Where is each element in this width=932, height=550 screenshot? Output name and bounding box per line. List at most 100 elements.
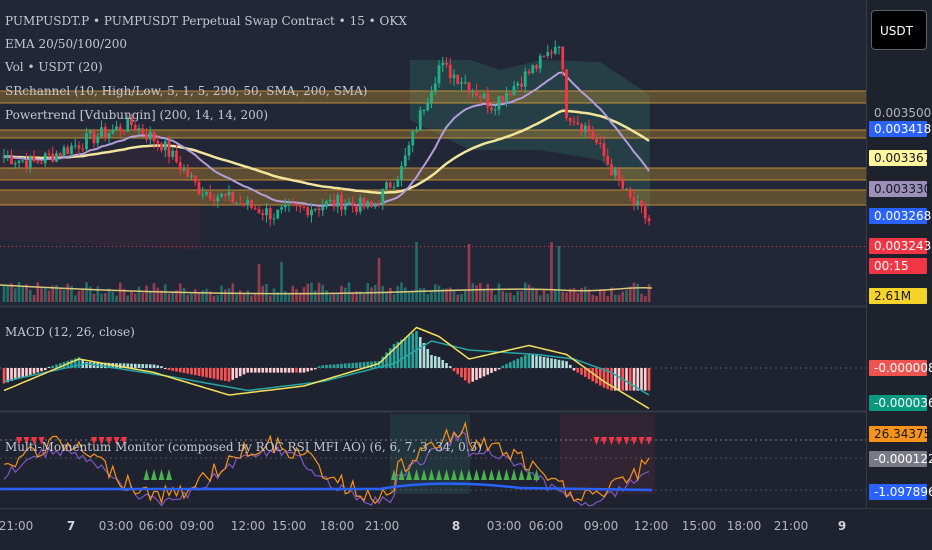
overbought-marker <box>121 437 127 445</box>
volume-bar <box>437 285 441 302</box>
volume-bar <box>501 291 505 302</box>
volume-bar <box>418 288 422 302</box>
volume-bar <box>238 290 242 302</box>
candle-body <box>238 202 242 204</box>
candle-body <box>190 175 193 177</box>
mmm-zone <box>390 414 470 494</box>
oversold-marker <box>436 469 442 480</box>
volume-bar <box>25 284 28 302</box>
powertrend-band <box>0 150 200 250</box>
macd-histogram-bar <box>591 368 595 382</box>
srchannel-legend[interactable]: SRchannel (10, High/Low, 5, 1, 5, 290, 5… <box>5 84 368 98</box>
candle-body <box>610 164 613 176</box>
macd-histogram-bar <box>456 368 460 375</box>
volume-bar <box>111 291 115 302</box>
macd-legend[interactable]: MACD (12, 26, close) <box>5 325 135 339</box>
symbol-legend[interactable]: PUMPUSDT.P • PUMPUSDT Perpetual Swap Con… <box>5 14 407 28</box>
sr-zone <box>0 130 866 138</box>
ema-slow-line <box>4 109 650 195</box>
time-axis-label: 12:00 <box>633 519 669 533</box>
powertrend-legend[interactable]: Powertrend [Vdubungin] (200, 14, 14, 200… <box>5 108 269 122</box>
candle-body <box>452 74 456 79</box>
candle-body <box>85 133 88 150</box>
volume-bar <box>445 288 448 302</box>
volume-bar <box>28 289 32 302</box>
volume-bar <box>617 294 621 302</box>
macd-histogram-bar <box>28 368 32 375</box>
candle-body <box>355 205 358 212</box>
overbought-marker <box>593 437 600 445</box>
macd-histogram-bar <box>257 368 261 373</box>
macd-histogram-bar <box>610 368 613 391</box>
oversold-marker <box>451 469 457 480</box>
macd-histogram-bar <box>542 356 546 368</box>
volume-bar <box>103 293 107 302</box>
macd-histogram-bar <box>583 368 587 377</box>
macd-histogram-bar <box>51 365 55 368</box>
macd-histogram-bar <box>377 360 381 368</box>
macd-histogram-bar <box>647 368 651 391</box>
oversold-marker <box>398 469 405 480</box>
macd-histogram-bar <box>632 368 636 391</box>
overbought-marker <box>601 437 607 445</box>
macd-histogram-bar <box>13 368 17 380</box>
volume-bar <box>160 290 163 302</box>
macd-histogram-bar <box>478 368 482 379</box>
macd-histogram-bar <box>313 368 317 370</box>
candle-body <box>587 125 591 132</box>
candle-body <box>595 139 598 143</box>
macd-histogram-bar <box>265 368 268 373</box>
candle-body <box>280 207 283 210</box>
macd-histogram-bar <box>370 361 373 368</box>
volume-bar <box>460 294 463 302</box>
macd-histogram-bar <box>160 366 163 368</box>
volume-bar <box>13 288 17 302</box>
candle-body <box>193 175 197 182</box>
macd-histogram-bar <box>283 368 287 373</box>
macd-histogram-bar <box>602 368 606 388</box>
currency-button[interactable]: USDT <box>871 10 927 50</box>
candle-body <box>73 145 77 147</box>
macd-histogram-bar <box>231 368 235 380</box>
volume-bar <box>122 288 126 302</box>
macd-histogram-bar <box>475 368 478 380</box>
volume-bar <box>347 282 351 302</box>
volume-bar <box>152 283 156 302</box>
ema-legend[interactable]: EMA 20/50/100/200 <box>5 37 128 51</box>
volume-bar <box>632 282 636 302</box>
oversold-marker <box>481 469 487 480</box>
oversold-marker <box>496 469 502 480</box>
volume-bar <box>88 286 92 302</box>
volume-bar <box>621 291 625 302</box>
candle-body <box>96 136 100 144</box>
candle-body <box>115 126 118 130</box>
volume-bar <box>407 291 411 302</box>
macd-histogram-bar <box>366 361 370 368</box>
macd-histogram-bar <box>546 357 550 368</box>
candle-body <box>100 127 103 137</box>
candle-body <box>212 199 216 202</box>
macd-histogram-bar <box>47 366 51 368</box>
volume-bar <box>43 286 47 302</box>
candle-body <box>497 96 501 110</box>
volume-legend[interactable]: Vol • USDT (20) <box>5 60 103 74</box>
candle-body <box>580 124 583 132</box>
volume-bar <box>343 287 347 302</box>
macd-histogram-bar <box>497 368 501 370</box>
candle-body <box>171 150 175 157</box>
candle-body <box>478 96 482 99</box>
macd-histogram-bar <box>77 357 81 368</box>
volume-bar <box>257 264 261 302</box>
volume-bar <box>561 291 565 302</box>
candle-body <box>325 201 328 207</box>
candle-body <box>223 193 227 196</box>
volume-bar <box>403 287 407 302</box>
candle-body <box>561 46 565 70</box>
time-axis-label: 09:00 <box>583 519 619 533</box>
candle-body <box>553 47 557 54</box>
volume-bar <box>242 292 246 302</box>
candle-body <box>175 150 178 163</box>
mmm-legend[interactable]: Multi-Momentum Monitor (composed by ROC … <box>5 440 482 454</box>
time-axis-label: 15:00 <box>681 519 717 533</box>
